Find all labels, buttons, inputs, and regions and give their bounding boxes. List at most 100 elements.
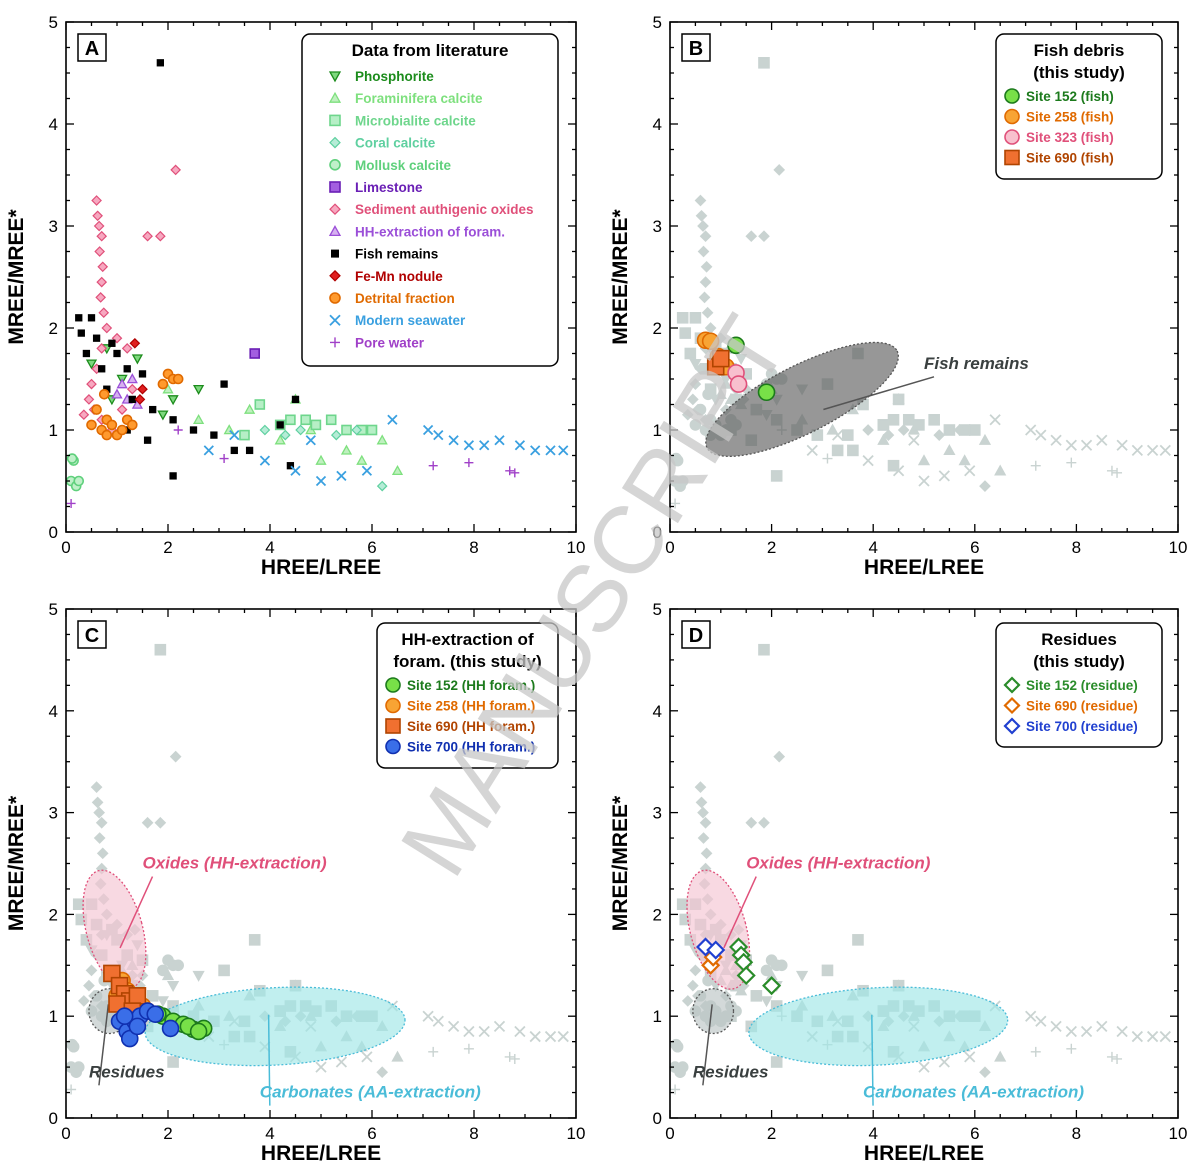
legend-entry: Detrital fraction bbox=[355, 291, 455, 306]
background-point bbox=[315, 1061, 327, 1073]
data-point bbox=[149, 405, 157, 414]
data-point bbox=[464, 458, 474, 468]
data-point bbox=[116, 404, 128, 415]
background-point bbox=[892, 465, 905, 477]
data-point bbox=[220, 380, 228, 388]
data-point bbox=[530, 445, 541, 456]
y-tick-label: 2 bbox=[49, 905, 58, 924]
background-point bbox=[670, 498, 681, 509]
data-point bbox=[127, 419, 138, 431]
data-point bbox=[106, 419, 118, 431]
data-point bbox=[351, 424, 363, 436]
background-point bbox=[697, 806, 709, 819]
background-point bbox=[687, 979, 699, 992]
background-point bbox=[463, 1025, 475, 1038]
panel-letter-box bbox=[681, 33, 711, 62]
data-point bbox=[189, 1022, 208, 1041]
legend-entry: Fish remains bbox=[355, 247, 438, 262]
panel-letter: D bbox=[689, 625, 703, 647]
panel-d: Oxides (HH-extraction) Residues Carbonates… bbox=[609, 600, 1187, 1165]
panel-c: Oxides (HH-extraction) Residues Carbonates… bbox=[5, 600, 585, 1165]
legend-box bbox=[995, 622, 1163, 748]
region-label: Residues bbox=[89, 1062, 165, 1081]
data-point bbox=[230, 446, 238, 455]
background-point bbox=[93, 806, 105, 819]
data-point bbox=[757, 383, 776, 402]
background-point bbox=[714, 387, 727, 399]
background-point bbox=[72, 1061, 85, 1073]
background-point bbox=[1116, 1025, 1128, 1038]
data-point bbox=[315, 454, 327, 465]
data-point bbox=[156, 59, 164, 67]
background-point bbox=[1131, 444, 1143, 457]
x-tick-label: 6 bbox=[970, 1124, 979, 1143]
background-point bbox=[689, 964, 702, 977]
background-point bbox=[760, 996, 773, 1008]
data-point bbox=[77, 329, 85, 337]
legend-marker bbox=[329, 203, 341, 216]
y-tick-label: 3 bbox=[653, 217, 662, 236]
background-point bbox=[689, 419, 702, 431]
background-point bbox=[91, 796, 104, 809]
background-point bbox=[192, 970, 205, 982]
axis-ticks bbox=[669, 608, 1179, 1119]
data-point bbox=[729, 375, 748, 393]
data-point bbox=[259, 424, 271, 436]
legend-entry: Site 690 (HH foram.) bbox=[407, 719, 535, 734]
data-point bbox=[123, 365, 131, 373]
background-point bbox=[877, 433, 890, 445]
y-tick-label: 0 bbox=[653, 523, 662, 542]
background-point bbox=[166, 981, 180, 992]
legend-entry: Site 323 (fish) bbox=[1026, 130, 1114, 145]
data-point bbox=[75, 314, 83, 322]
background-point bbox=[892, 393, 905, 406]
series-0 bbox=[729, 937, 782, 996]
background-point bbox=[770, 1056, 783, 1068]
series-12 bbox=[66, 425, 520, 508]
data-point bbox=[101, 429, 113, 441]
region-leader bbox=[98, 1004, 110, 1086]
background-point bbox=[154, 643, 167, 656]
data-point bbox=[66, 498, 76, 508]
legend-entry: Site 152 (residue) bbox=[1026, 678, 1138, 693]
background-point bbox=[509, 1053, 520, 1064]
data-point bbox=[86, 378, 97, 390]
y-tick-label: 1 bbox=[49, 421, 58, 440]
background-point bbox=[361, 1051, 373, 1063]
background-point bbox=[695, 209, 708, 222]
data-point bbox=[92, 210, 103, 222]
background-point bbox=[697, 832, 710, 844]
background-point bbox=[676, 898, 689, 911]
region-2: Carbonates (AA-extraction) bbox=[748, 986, 1084, 1106]
data-point bbox=[558, 445, 569, 456]
data-point bbox=[376, 480, 388, 492]
legend-marker bbox=[1004, 108, 1020, 125]
background-point bbox=[85, 964, 98, 977]
x-tick-label: 8 bbox=[1072, 1124, 1081, 1143]
background-point bbox=[821, 964, 834, 977]
legend-box bbox=[995, 33, 1163, 180]
background-point bbox=[96, 847, 109, 860]
data-point bbox=[192, 413, 205, 425]
data-point bbox=[95, 292, 107, 303]
background-point bbox=[700, 260, 713, 273]
background-point bbox=[1096, 434, 1108, 446]
background-point bbox=[1050, 434, 1062, 446]
series-0 bbox=[85, 344, 205, 421]
y-axis-title: MREE/MREE* bbox=[5, 209, 28, 345]
data-point bbox=[479, 440, 490, 451]
y-tick-label: 3 bbox=[49, 217, 58, 236]
x-tick-label: 0 bbox=[665, 1124, 674, 1143]
legend-marker bbox=[330, 337, 340, 348]
data-point bbox=[146, 1005, 165, 1023]
region-label: Fish remains bbox=[924, 354, 1029, 373]
background-point bbox=[702, 974, 714, 987]
legend-marker bbox=[1004, 129, 1020, 145]
background-point bbox=[943, 444, 956, 456]
background-point bbox=[391, 1050, 404, 1062]
data-point bbox=[98, 365, 106, 373]
legend-marker bbox=[329, 159, 341, 171]
background-point bbox=[897, 424, 910, 436]
data-point bbox=[128, 395, 136, 404]
legend-marker bbox=[1003, 676, 1021, 694]
